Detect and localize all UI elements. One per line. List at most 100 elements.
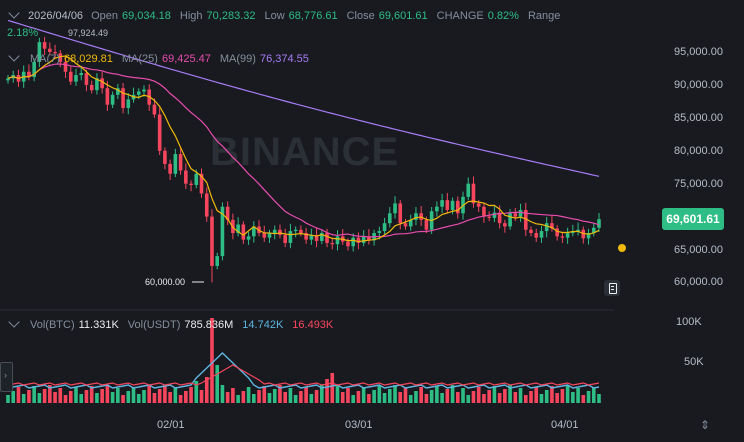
volume-bar xyxy=(178,395,183,403)
price-tick: 60,000.00 xyxy=(674,276,723,288)
candle-body xyxy=(325,233,329,243)
volume-bar xyxy=(58,388,63,403)
candle-body xyxy=(497,212,502,224)
candle-body xyxy=(79,73,84,76)
chevron-down-icon[interactable] xyxy=(8,316,20,328)
candle-body xyxy=(591,227,596,234)
volume-bar xyxy=(435,386,439,403)
change-value: 0.82% xyxy=(487,10,519,22)
close-value: 69,601.61 xyxy=(378,10,428,22)
vol-ma2-value: 16.493K xyxy=(292,319,334,331)
volume-bar xyxy=(586,391,591,403)
volume-bar xyxy=(518,388,523,403)
volume-bar xyxy=(288,388,293,403)
candle-body xyxy=(236,224,240,234)
close-label: Close xyxy=(346,10,375,22)
volume-bar xyxy=(571,392,575,403)
candle-body xyxy=(471,183,476,204)
ma25-value: 69,425.47 xyxy=(161,53,211,65)
candle-body xyxy=(414,213,418,220)
candle-body xyxy=(351,237,355,247)
low-label: Low xyxy=(264,10,285,22)
volume-bar xyxy=(257,390,261,403)
candle-body xyxy=(84,73,89,85)
candle-body xyxy=(262,233,267,238)
volume-bar xyxy=(220,385,225,403)
chevron-down-icon[interactable] xyxy=(8,50,20,62)
ma7-value: 68,029.81 xyxy=(63,53,113,65)
candle-body xyxy=(142,89,146,92)
candle-body xyxy=(288,231,293,243)
volume-bar xyxy=(414,391,418,403)
chevron-down-icon[interactable] xyxy=(8,7,20,19)
candle-body xyxy=(283,235,287,243)
date-tick: 03/01 xyxy=(345,419,373,431)
notes-icon[interactable] xyxy=(604,280,620,296)
candle-body xyxy=(523,210,528,230)
volume-bar xyxy=(131,387,136,403)
candlestick-chart[interactable] xyxy=(0,0,614,442)
volume-bar xyxy=(466,395,471,403)
candle-body xyxy=(565,233,570,238)
volume-bar xyxy=(372,390,376,403)
date-tick: 02/01 xyxy=(157,419,185,431)
volume-bar xyxy=(84,390,89,403)
chevron-right-icon: › xyxy=(4,370,7,380)
volume-bar xyxy=(393,385,397,403)
volume-bar xyxy=(455,392,460,403)
price-tick: 65,000.00 xyxy=(674,244,723,256)
open-label: Open xyxy=(91,10,118,22)
volume-bar xyxy=(236,395,240,403)
candle-body xyxy=(278,229,282,236)
volume-bar xyxy=(403,388,408,403)
volume-bar xyxy=(142,390,146,403)
volume-bar xyxy=(544,390,549,403)
candle-body xyxy=(272,229,277,234)
candle-body xyxy=(110,94,115,105)
alert-dot-icon[interactable] xyxy=(618,244,626,252)
volume-bar xyxy=(492,386,497,403)
ma25-line xyxy=(7,63,600,238)
expand-panel-button[interactable]: › xyxy=(0,362,13,392)
candle-body xyxy=(126,99,131,108)
volume-bar xyxy=(189,387,193,403)
volume-bar xyxy=(356,391,361,403)
volume-bar xyxy=(68,391,73,403)
volume-bar xyxy=(361,387,366,403)
candle-body xyxy=(194,173,199,185)
candle-body xyxy=(576,229,580,232)
change-label: CHANGE xyxy=(436,10,484,22)
ma25-label: MA(25) xyxy=(121,53,158,65)
volume-bar xyxy=(278,385,282,403)
volume-bar xyxy=(152,393,157,403)
candle-body xyxy=(534,233,539,238)
volume-bar xyxy=(304,387,308,403)
volume-bar xyxy=(309,394,314,403)
candle-body xyxy=(100,78,104,89)
candle-body xyxy=(173,154,178,174)
candle-body xyxy=(539,231,544,238)
volume-bar xyxy=(231,388,235,403)
candle-body xyxy=(450,200,455,211)
volume-bar xyxy=(225,392,230,403)
volume-tick: 50K xyxy=(684,356,704,368)
volume-bar xyxy=(320,385,324,403)
high-label: High xyxy=(179,10,203,22)
candle-body xyxy=(455,200,460,214)
price-tick: 80,000.00 xyxy=(674,145,723,157)
volume-bar xyxy=(21,394,26,403)
candle-body xyxy=(330,242,335,245)
candle-body xyxy=(503,223,507,227)
volume-bar xyxy=(450,385,455,403)
volume-bar xyxy=(513,392,518,403)
scale-toggle-icon[interactable]: ⇕ xyxy=(699,418,711,432)
candle-body xyxy=(6,78,10,81)
volume-bar xyxy=(32,386,36,403)
volume-bar xyxy=(367,394,371,403)
candle-body xyxy=(189,183,193,185)
volume-bar xyxy=(476,387,481,403)
volume-bar xyxy=(497,393,502,403)
candle-body xyxy=(518,210,523,217)
volume-bar xyxy=(210,318,214,403)
range-row: 2.18% xyxy=(7,27,47,39)
